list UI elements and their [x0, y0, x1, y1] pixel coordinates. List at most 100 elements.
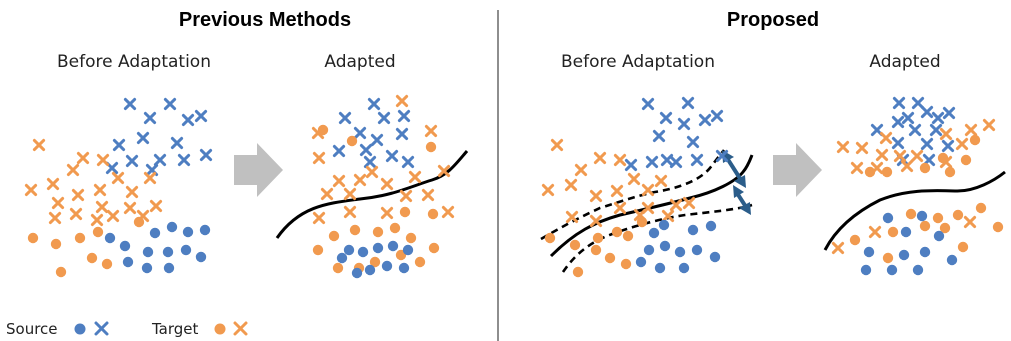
source-cross	[123, 97, 137, 111]
target-cross	[893, 149, 907, 163]
source-cross	[710, 109, 724, 123]
source-circle	[163, 262, 175, 274]
source-cross	[624, 158, 638, 172]
target-circle	[428, 242, 440, 254]
target-cross	[589, 214, 603, 228]
target-cross	[610, 184, 624, 198]
source-circle	[387, 240, 399, 252]
target-circle	[346, 135, 358, 147]
source-circle	[886, 264, 898, 276]
right-adapt-arrow	[773, 143, 822, 197]
target-circle	[55, 266, 67, 278]
target-circle	[328, 230, 340, 242]
proposed-title: Proposed	[727, 9, 819, 31]
target-cross	[106, 209, 120, 223]
target-circle	[74, 232, 86, 244]
source-cross	[401, 155, 415, 169]
target-cross	[541, 183, 555, 197]
source-cross	[652, 129, 666, 143]
source-cross	[194, 109, 208, 123]
target-circle	[905, 208, 917, 220]
source-circle	[141, 262, 153, 274]
source-cross	[136, 131, 150, 145]
target-circle	[590, 244, 602, 256]
target-cross	[111, 171, 125, 185]
target-cross	[312, 211, 326, 225]
source-circle	[709, 251, 721, 263]
proposed-margin-upper	[540, 149, 726, 241]
target-circle	[849, 234, 861, 246]
target-circle	[620, 258, 632, 270]
source-circle	[648, 227, 660, 239]
target-cross	[380, 177, 394, 191]
target-cross	[380, 206, 394, 220]
source-circle	[398, 262, 410, 274]
source-circle	[687, 224, 699, 236]
source-cross	[153, 153, 167, 167]
previous-methods-title: Previous Methods	[179, 9, 351, 31]
target-cross	[96, 153, 110, 167]
source-cross	[686, 135, 700, 149]
source-circle	[162, 246, 174, 258]
source-cross	[641, 97, 655, 111]
target-circle	[636, 216, 648, 228]
source-cross	[112, 138, 126, 152]
target-cross	[353, 173, 367, 187]
source-circle	[658, 219, 670, 231]
right-adapted-label: Adapted	[869, 52, 940, 72]
source-circle	[860, 264, 872, 276]
source-circle	[357, 246, 369, 258]
source-circle	[104, 232, 116, 244]
source-circle	[343, 244, 355, 256]
source-circle	[659, 240, 671, 252]
source-cross	[941, 139, 955, 153]
source-cross	[690, 153, 704, 167]
source-circle	[199, 224, 211, 236]
target-cross	[879, 131, 893, 145]
left-adapt-arrow	[234, 143, 283, 197]
target-cross	[593, 151, 607, 165]
source-cross	[920, 105, 934, 119]
target-cross	[550, 138, 564, 152]
target-cross	[95, 200, 109, 214]
source-circle	[933, 230, 945, 242]
target-cross	[836, 140, 850, 154]
target-circle	[887, 226, 899, 238]
target-cross	[574, 163, 588, 177]
source-circle	[882, 212, 894, 224]
source-cross	[901, 111, 915, 125]
source-cross	[677, 117, 691, 131]
source-cross	[170, 136, 184, 150]
left-adapted-scatter	[311, 94, 455, 279]
target-circle	[932, 212, 944, 224]
right-before-label: Before Adaptation	[561, 52, 715, 72]
right-adapted-boundary	[823, 170, 1006, 251]
target-circle	[425, 141, 437, 153]
source-cross	[397, 109, 411, 123]
source-cross	[377, 111, 391, 125]
source-cross	[395, 127, 409, 141]
source-cross	[367, 97, 381, 111]
target-circle	[50, 238, 62, 250]
target-circle	[592, 232, 604, 244]
target-circle	[604, 252, 616, 264]
legend-target-circle	[214, 323, 226, 335]
source-circle	[182, 226, 194, 238]
target-cross	[149, 199, 163, 213]
target-circle	[372, 226, 384, 238]
target-cross	[627, 172, 641, 186]
target-circle	[349, 224, 361, 236]
source-circle	[351, 267, 363, 279]
target-circle	[919, 162, 931, 174]
source-cross	[645, 155, 659, 169]
target-cross	[143, 171, 157, 185]
target-circle	[572, 266, 584, 278]
target-cross	[589, 189, 603, 203]
target-circle	[957, 241, 969, 253]
target-cross	[682, 196, 696, 210]
source-circle	[402, 244, 414, 256]
target-cross	[654, 174, 668, 188]
target-cross	[408, 170, 422, 184]
legend-target-label: Target	[151, 320, 199, 338]
